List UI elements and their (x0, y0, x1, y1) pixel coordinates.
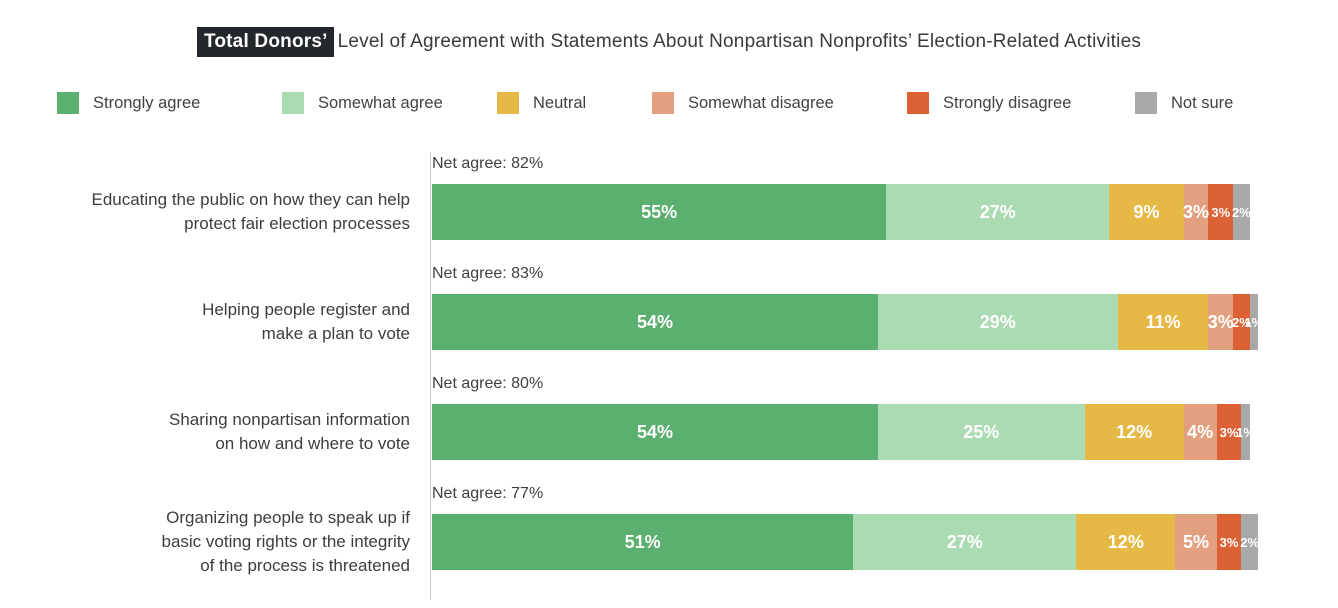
net-agree-label: Net agree: 80% (432, 375, 544, 392)
category-label: Educating the public on how they can hel… (0, 184, 410, 240)
segment-value-label: 5% (1183, 531, 1210, 552)
stacked-bar: 51% 27% 12% 5% 3% 2% (432, 514, 1260, 570)
legend-label: Neutral (533, 93, 587, 112)
bar-segment: 3% (1216, 514, 1242, 570)
legend-label: Somewhat agree (318, 93, 443, 112)
bar-segment: 51% (432, 514, 854, 570)
bar-segment: 9% (1109, 184, 1184, 240)
bar-segment: 27% (853, 514, 1077, 570)
bar-segment: 55% (432, 184, 887, 240)
category-label-line: Educating the public on how they can hel… (91, 189, 410, 209)
bar-segment: 54% (432, 294, 879, 350)
segment-value-label: 2% (1232, 314, 1251, 330)
segment-value-label: 11% (1145, 311, 1181, 332)
bar-segment: 12% (1076, 514, 1176, 570)
segment-value-label: 2% (1232, 204, 1251, 220)
legend-label: Strongly agree (93, 93, 201, 112)
segment-value-label: 29% (979, 311, 1016, 332)
segment-value-label: 51% (624, 531, 661, 552)
legend-item: Somewhat disagree (652, 92, 834, 114)
category-label-line: basic voting rights or the integrity (161, 531, 410, 551)
category-label-line: on how and where to vote (215, 434, 410, 453)
chart-title: Total Donors’ Level of Agreement with Sta… (0, 27, 1338, 57)
net-agree-label: Net agree: 83% (432, 265, 544, 282)
category-label-line: protect fair election processes (184, 214, 410, 233)
bar-segment: 2% (1232, 184, 1251, 240)
segment-value-label: 3% (1207, 311, 1234, 332)
bar-segment: 29% (878, 294, 1118, 350)
legend-swatch (497, 92, 519, 114)
category-label-line: make a plan to vote (261, 324, 410, 343)
segment-value-label: 1% (1236, 424, 1255, 440)
bar-segment: 25% (878, 404, 1085, 460)
category-label: Organizing people to speak up if basic vo… (0, 508, 410, 575)
segment-value-label: 3% (1219, 424, 1239, 440)
category-label-line: Helping people register and (202, 299, 410, 319)
legend-swatch (57, 92, 79, 114)
bar-segment: 5% (1175, 514, 1217, 570)
bar-row: Net agree: 83% Helping people register an… (0, 265, 1338, 350)
segment-value-label: 54% (637, 311, 674, 332)
segment-value-label: 55% (641, 201, 678, 222)
legend-label: Not sure (1171, 93, 1234, 112)
segment-value-label: 54% (637, 421, 674, 442)
segment-value-label: 25% (963, 421, 1000, 442)
bar-segment: 1% (1244, 294, 1263, 350)
bar-segment: 2% (1240, 514, 1260, 570)
legend-item: Strongly agree (57, 92, 200, 114)
bar-segment: 3% (1208, 184, 1234, 240)
category-label: Helping people register and make a plan t… (0, 294, 410, 350)
legend-item: Neutral (497, 92, 586, 114)
bar-segment: 4% (1183, 404, 1217, 460)
bar-segment: 2% (1232, 294, 1251, 350)
legend-item: Strongly disagree (907, 92, 1071, 114)
bar-segment: 27% (886, 184, 1110, 240)
category-label-line: Sharing nonpartisan information (169, 409, 410, 429)
segment-value-label: 1% (1244, 314, 1264, 330)
legend-swatch (1135, 92, 1157, 114)
legend-item: Somewhat agree (282, 92, 443, 114)
bar-row: Net agree: 82% Educating the public on ho… (0, 155, 1338, 240)
segment-value-label: 2% (1240, 534, 1260, 550)
segment-value-label: 4% (1187, 421, 1214, 442)
net-agree-label: Net agree: 82% (432, 155, 544, 172)
chart-title-rest: Level of Agreement with Statements About… (337, 31, 1142, 52)
stacked-bar: 54% 25% 12% 4% 3% 1% (432, 404, 1258, 460)
legend-swatch (907, 92, 929, 114)
bar-segment: 3% (1216, 404, 1242, 460)
bar-row: Net agree: 77% Organizing people to speak… (0, 485, 1338, 575)
category-label-line: of the process is threatened (200, 556, 410, 576)
stacked-bar: 54% 29% 11% 3% 2% 1% (432, 294, 1263, 350)
legend-item: Not sure (1135, 92, 1233, 114)
legend-label: Somewhat disagree (688, 93, 834, 112)
bar-segment: 54% (432, 404, 879, 460)
chart-title-highlight: Total Donors’ (196, 27, 334, 57)
segment-value-label: 3% (1219, 534, 1239, 550)
segment-value-label: 3% (1211, 204, 1231, 220)
bar-segment: 12% (1084, 404, 1184, 460)
segment-value-label: 12% (1107, 531, 1144, 552)
legend-label: Strongly disagree (943, 93, 1072, 112)
legend-swatch (282, 92, 304, 114)
axis-line (430, 152, 431, 600)
bar-row: Net agree: 80% Sharing nonpartisan inform… (0, 375, 1338, 460)
bar-segment: 3% (1183, 184, 1210, 240)
bar-segment: 3% (1207, 294, 1234, 350)
category-label: Sharing nonpartisan information on how an… (0, 404, 410, 460)
segment-value-label: 3% (1183, 201, 1210, 222)
segment-value-label: 12% (1116, 421, 1153, 442)
category-label-line: Organizing people to speak up if (166, 507, 410, 527)
segment-value-label: 9% (1133, 201, 1160, 222)
stacked-bar: 55% 27% 9% 3% 3% 2% (432, 184, 1258, 240)
bar-segment: 11% (1117, 294, 1209, 350)
bar-segment: 1% (1236, 404, 1255, 460)
legend-swatch (652, 92, 674, 114)
segment-value-label: 27% (979, 201, 1016, 222)
net-agree-label: Net agree: 77% (432, 485, 544, 502)
segment-value-label: 27% (946, 531, 983, 552)
